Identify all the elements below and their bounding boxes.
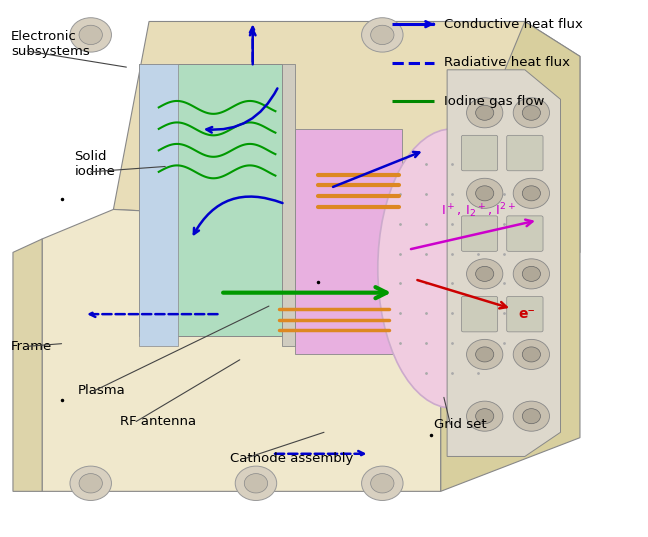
Polygon shape xyxy=(42,209,441,491)
Text: Grid set: Grid set xyxy=(434,418,487,431)
Text: Conductive heat flux: Conductive heat flux xyxy=(444,18,583,31)
Circle shape xyxy=(371,25,394,45)
Circle shape xyxy=(467,339,503,369)
Circle shape xyxy=(522,186,540,201)
Circle shape xyxy=(476,266,494,281)
Circle shape xyxy=(235,466,277,500)
Polygon shape xyxy=(282,64,295,346)
Circle shape xyxy=(513,401,550,431)
Text: Solid
iodine: Solid iodine xyxy=(75,150,115,178)
Polygon shape xyxy=(139,64,282,336)
Circle shape xyxy=(467,259,503,289)
Circle shape xyxy=(522,409,540,424)
Circle shape xyxy=(522,347,540,362)
FancyBboxPatch shape xyxy=(461,296,498,332)
Ellipse shape xyxy=(378,129,527,408)
Text: Iodine gas flow: Iodine gas flow xyxy=(444,95,544,108)
FancyBboxPatch shape xyxy=(461,135,498,171)
Circle shape xyxy=(244,474,268,493)
Circle shape xyxy=(513,178,550,208)
Circle shape xyxy=(513,339,550,369)
Circle shape xyxy=(476,409,494,424)
Text: Electronic
subsystems: Electronic subsystems xyxy=(11,30,90,57)
Text: Cathode assembly: Cathode assembly xyxy=(230,452,353,465)
Polygon shape xyxy=(139,64,178,346)
FancyBboxPatch shape xyxy=(461,216,498,251)
Circle shape xyxy=(79,474,102,493)
Text: RF antenna: RF antenna xyxy=(120,415,196,428)
FancyBboxPatch shape xyxy=(507,296,543,332)
Circle shape xyxy=(467,98,503,128)
Text: I$^+$, I$_2$$^+$, I$^{2+}$: I$^+$, I$_2$$^+$, I$^{2+}$ xyxy=(441,201,516,220)
Circle shape xyxy=(362,18,403,52)
Circle shape xyxy=(476,347,494,362)
Polygon shape xyxy=(295,129,402,354)
Polygon shape xyxy=(13,239,42,491)
Circle shape xyxy=(467,178,503,208)
Circle shape xyxy=(362,466,403,500)
Polygon shape xyxy=(447,70,561,456)
Circle shape xyxy=(467,401,503,431)
FancyBboxPatch shape xyxy=(507,216,543,251)
Circle shape xyxy=(70,466,111,500)
Circle shape xyxy=(70,18,111,52)
Polygon shape xyxy=(441,21,580,491)
Circle shape xyxy=(513,259,550,289)
Circle shape xyxy=(476,105,494,120)
Circle shape xyxy=(513,98,550,128)
Circle shape xyxy=(371,474,394,493)
Circle shape xyxy=(522,266,540,281)
FancyBboxPatch shape xyxy=(507,135,543,171)
Polygon shape xyxy=(113,21,580,252)
Circle shape xyxy=(476,186,494,201)
Text: Radiative heat flux: Radiative heat flux xyxy=(444,56,570,69)
Text: Plasma: Plasma xyxy=(78,384,126,397)
Text: e⁻: e⁻ xyxy=(518,307,535,321)
Circle shape xyxy=(522,105,540,120)
Circle shape xyxy=(79,25,102,45)
Text: Frame: Frame xyxy=(11,340,52,353)
